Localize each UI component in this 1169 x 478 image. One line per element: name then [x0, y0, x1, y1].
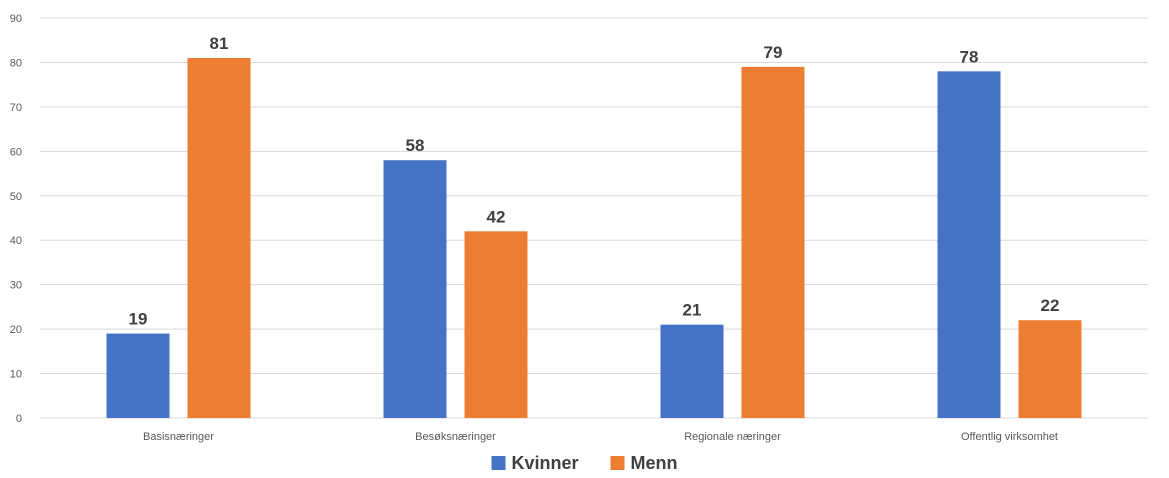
data-label: 81 [210, 34, 229, 53]
bar-menn-4 [1018, 320, 1082, 418]
legend-label-menn: Menn [631, 453, 678, 473]
data-label: 42 [487, 207, 506, 226]
bar-menn-1 [187, 58, 251, 418]
y-axis-tick-labels: 0 10 20 30 40 50 60 70 80 90 [10, 13, 22, 425]
y-tick-label: 10 [10, 369, 22, 381]
x-category-label: Regionale næringer [684, 431, 781, 443]
bar-kvinner-4 [937, 71, 1001, 418]
y-tick-label: 80 [10, 57, 22, 69]
data-label: 22 [1041, 296, 1060, 315]
y-tick-label: 70 [10, 102, 22, 114]
bar-menn-3 [741, 66, 805, 418]
y-tick-label: 60 [10, 146, 22, 158]
data-label: 79 [764, 43, 783, 62]
y-tick-label: 20 [10, 324, 22, 336]
legend-swatch-menn [610, 456, 625, 470]
y-tick-label: 50 [10, 191, 22, 203]
bars [106, 58, 1082, 418]
bar-kvinner-2 [383, 160, 447, 418]
y-tick-label: 40 [10, 235, 22, 247]
data-label: 21 [683, 301, 702, 320]
legend-swatch-kvinner [491, 456, 506, 470]
data-label: 58 [406, 136, 425, 155]
bar-kvinner-1 [106, 333, 170, 418]
y-tick-label: 0 [16, 413, 22, 425]
x-category-label: Basisnæringer [143, 431, 214, 443]
legend: Kvinner Menn [491, 453, 678, 473]
data-label: 19 [129, 310, 148, 329]
bar-menn-2 [464, 231, 528, 418]
data-label: 78 [960, 47, 979, 66]
data-labels: 19 81 58 42 21 79 78 22 [129, 34, 1060, 329]
x-category-label: Offentlig virksomhet [961, 431, 1058, 443]
legend-label-kvinner: Kvinner [512, 453, 579, 473]
bar-kvinner-3 [660, 324, 724, 418]
y-tick-label: 90 [10, 13, 22, 25]
x-axis-category-labels: Basisnæringer Besøksnæringer Regionale nær… [143, 431, 1058, 443]
x-category-label: Besøksnæringer [415, 431, 496, 443]
y-tick-label: 30 [10, 280, 22, 292]
